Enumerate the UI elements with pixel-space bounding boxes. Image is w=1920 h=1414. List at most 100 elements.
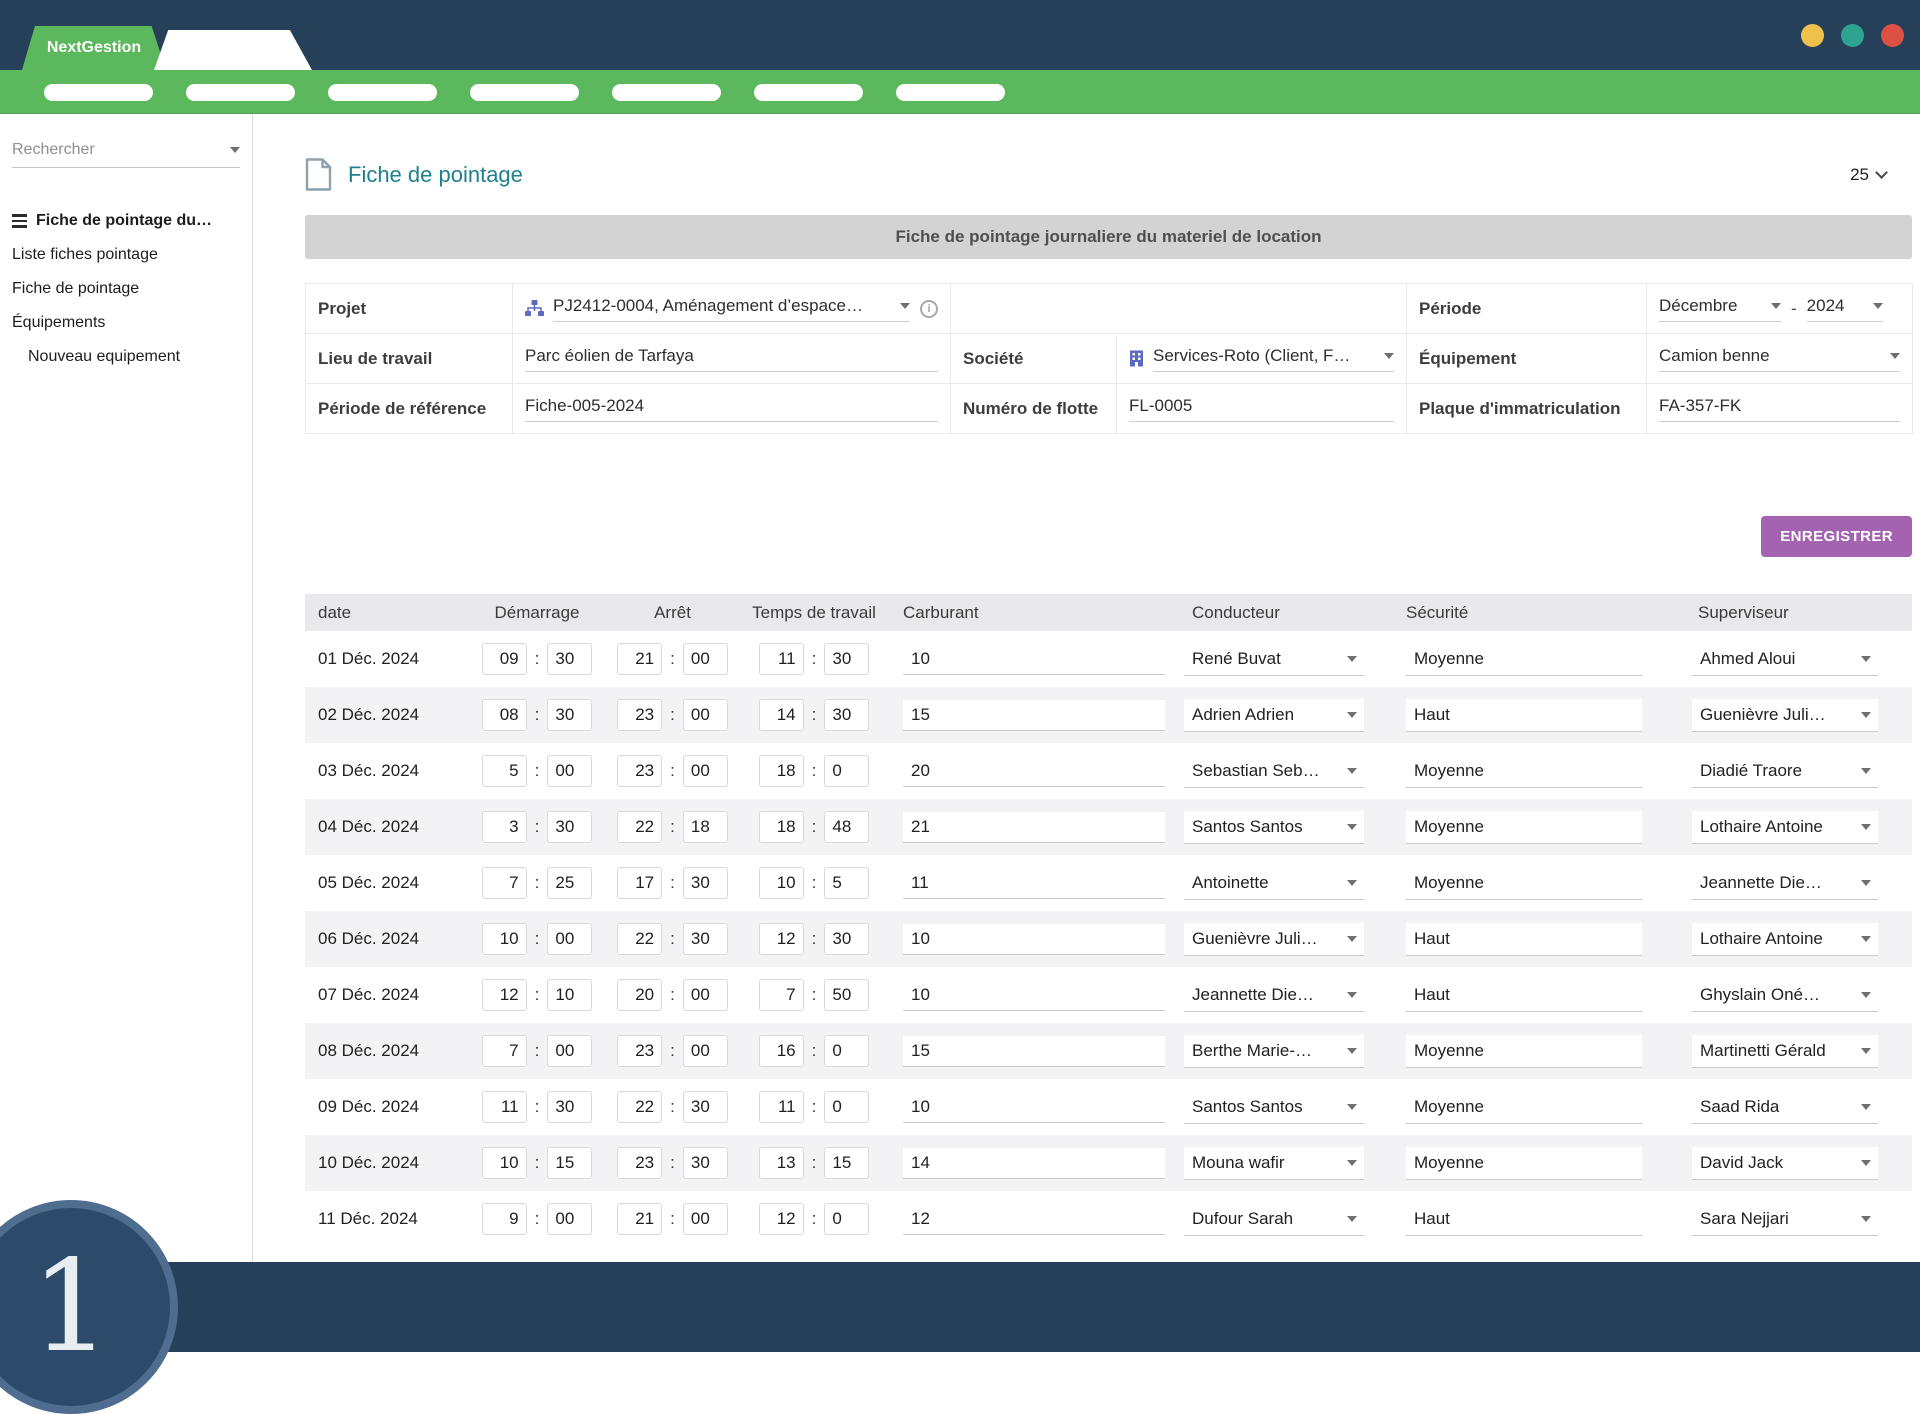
work-minute-input[interactable]: 30 <box>824 923 870 955</box>
fuel-input[interactable]: 15 <box>903 1035 1165 1067</box>
nav-pill[interactable] <box>470 83 579 101</box>
start-hour-input[interactable]: 12 <box>481 979 527 1011</box>
fuel-input[interactable]: 15 <box>903 699 1165 731</box>
security-input[interactable]: Haut <box>1406 922 1642 956</box>
equipement-select[interactable]: Camion benne <box>1659 346 1900 372</box>
stop-minute-input[interactable]: 00 <box>682 643 728 675</box>
start-hour-input[interactable]: 11 <box>481 1091 527 1123</box>
security-input[interactable]: Moyenne <box>1406 1034 1642 1068</box>
stop-hour-input[interactable]: 23 <box>617 1035 663 1067</box>
fuel-input[interactable]: 12 <box>903 1203 1165 1235</box>
stop-minute-input[interactable]: 30 <box>682 1091 728 1123</box>
brand-tab[interactable]: NextGestion <box>22 26 166 70</box>
driver-select[interactable]: Guenièvre Juli… <box>1184 922 1364 956</box>
supervisor-select[interactable]: Martinetti Gérald <box>1692 1034 1878 1068</box>
stop-minute-input[interactable]: 00 <box>682 1035 728 1067</box>
driver-select[interactable]: Jeannette Die… <box>1184 978 1364 1012</box>
supervisor-select[interactable]: Diadié Traore <box>1692 754 1878 788</box>
stop-minute-input[interactable]: 30 <box>682 1147 728 1179</box>
stop-hour-input[interactable]: 22 <box>617 1091 663 1123</box>
year-select[interactable]: 2024 <box>1806 296 1883 322</box>
supervisor-select[interactable]: Sara Nejjari <box>1692 1202 1878 1236</box>
work-hour-input[interactable]: 10 <box>758 867 804 899</box>
start-minute-input[interactable]: 30 <box>547 811 593 843</box>
work-minute-input[interactable]: 0 <box>824 1035 870 1067</box>
security-input[interactable]: Moyenne <box>1406 754 1642 788</box>
start-hour-input[interactable]: 10 <box>481 923 527 955</box>
start-minute-input[interactable]: 10 <box>547 979 593 1011</box>
close-button[interactable] <box>1881 23 1904 47</box>
nav-pill[interactable] <box>44 83 153 101</box>
driver-select[interactable]: Dufour Sarah <box>1184 1202 1364 1236</box>
stop-minute-input[interactable]: 30 <box>682 923 728 955</box>
supervisor-select[interactable]: Guenièvre Juli… <box>1692 698 1878 732</box>
stop-minute-input[interactable]: 00 <box>682 755 728 787</box>
societe-select[interactable]: Services-Roto (Client, F… <box>1153 346 1394 372</box>
sidebar-item-equipements[interactable]: Équipements <box>0 306 252 340</box>
supervisor-select[interactable]: Lothaire Antoine <box>1692 810 1878 844</box>
nav-pill[interactable] <box>754 83 863 101</box>
sidebar-item-fiche-pointage-du[interactable]: Fiche de pointage du… <box>0 204 252 238</box>
work-minute-input[interactable]: 5 <box>824 867 870 899</box>
fuel-input[interactable]: 21 <box>903 811 1165 843</box>
fuel-input[interactable]: 11 <box>903 867 1165 899</box>
work-hour-input[interactable]: 18 <box>758 755 804 787</box>
security-input[interactable]: Moyenne <box>1406 866 1642 900</box>
work-minute-input[interactable]: 30 <box>824 699 870 731</box>
start-minute-input[interactable]: 30 <box>547 699 593 731</box>
sidebar-item-nouveau-equipement[interactable]: Nouveau equipement <box>0 340 252 374</box>
nav-pill[interactable] <box>896 83 1005 101</box>
stop-minute-input[interactable]: 00 <box>682 1203 728 1235</box>
driver-select[interactable]: Sebastian Seb… <box>1184 754 1364 788</box>
start-hour-input[interactable]: 7 <box>481 1035 527 1067</box>
driver-select[interactable]: Antoinette <box>1184 866 1364 900</box>
stop-minute-input[interactable]: 00 <box>682 699 728 731</box>
driver-select[interactable]: Adrien Adrien <box>1184 698 1364 732</box>
supervisor-select[interactable]: Ghyslain Oné… <box>1692 978 1878 1012</box>
supervisor-select[interactable]: Jeannette Die… <box>1692 866 1878 900</box>
start-hour-input[interactable]: 5 <box>481 755 527 787</box>
security-input[interactable]: Haut <box>1406 978 1642 1012</box>
work-hour-input[interactable]: 12 <box>758 923 804 955</box>
fuel-input[interactable]: 10 <box>903 643 1165 675</box>
security-input[interactable]: Moyenne <box>1406 642 1642 676</box>
work-hour-input[interactable]: 13 <box>758 1147 804 1179</box>
start-hour-input[interactable]: 7 <box>481 867 527 899</box>
nav-pill[interactable] <box>328 83 437 101</box>
nav-pill[interactable] <box>612 83 721 101</box>
start-hour-input[interactable]: 3 <box>481 811 527 843</box>
minimize-button[interactable] <box>1801 23 1824 47</box>
work-minute-input[interactable]: 15 <box>824 1147 870 1179</box>
work-minute-input[interactable]: 50 <box>824 979 870 1011</box>
projet-select[interactable]: PJ2412-0004, Aménagement d’espace… <box>553 296 910 322</box>
work-minute-input[interactable]: 0 <box>824 1203 870 1235</box>
security-input[interactable]: Moyenne <box>1406 1090 1642 1124</box>
start-minute-input[interactable]: 00 <box>547 1203 593 1235</box>
start-minute-input[interactable]: 00 <box>547 1035 593 1067</box>
work-minute-input[interactable]: 48 <box>824 811 870 843</box>
fuel-input[interactable]: 10 <box>903 1091 1165 1123</box>
lieu-input[interactable]: Parc éolien de Tarfaya <box>525 346 938 372</box>
stop-minute-input[interactable]: 00 <box>682 979 728 1011</box>
fuel-input[interactable]: 14 <box>903 1147 1165 1179</box>
work-hour-input[interactable]: 11 <box>758 1091 804 1123</box>
driver-select[interactable]: Santos Santos <box>1184 1090 1364 1124</box>
stop-minute-input[interactable]: 18 <box>682 811 728 843</box>
work-minute-input[interactable]: 0 <box>824 755 870 787</box>
stop-hour-input[interactable]: 23 <box>617 1147 663 1179</box>
start-hour-input[interactable]: 9 <box>481 1203 527 1235</box>
work-hour-input[interactable]: 12 <box>758 1203 804 1235</box>
start-minute-input[interactable]: 00 <box>547 755 593 787</box>
start-hour-input[interactable]: 10 <box>481 1147 527 1179</box>
security-input[interactable]: Haut <box>1406 698 1642 732</box>
driver-select[interactable]: Santos Santos <box>1184 810 1364 844</box>
driver-select[interactable]: Berthe Marie-… <box>1184 1034 1364 1068</box>
stop-hour-input[interactable]: 21 <box>617 643 663 675</box>
info-icon[interactable]: i <box>920 299 938 318</box>
start-minute-input[interactable]: 30 <box>547 643 593 675</box>
driver-select[interactable]: René Buvat <box>1184 642 1364 676</box>
sidebar-item-fiche-pointage[interactable]: Fiche de pointage <box>0 272 252 306</box>
start-hour-input[interactable]: 08 <box>481 699 527 731</box>
start-minute-input[interactable]: 25 <box>547 867 593 899</box>
stop-hour-input[interactable]: 23 <box>617 755 663 787</box>
